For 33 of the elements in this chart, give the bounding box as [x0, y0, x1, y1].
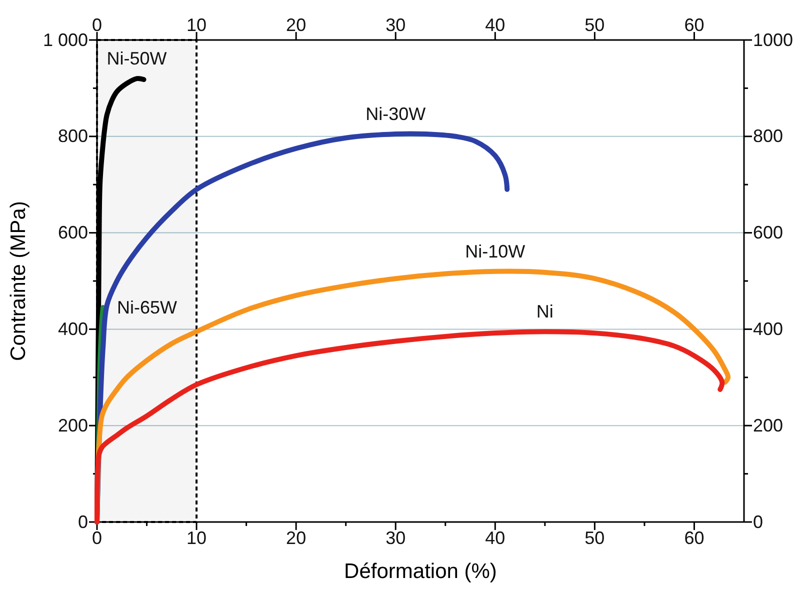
x-tick-label: 10: [186, 15, 207, 35]
series-label: Ni-30W: [366, 104, 426, 124]
x-tick-label: 40: [485, 15, 506, 35]
series-label: Ni-50W: [106, 48, 167, 69]
x2-tick-label: 10: [186, 528, 207, 548]
x2-tick-label: 20: [286, 528, 306, 548]
y-tick-label: 0: [78, 512, 88, 532]
x-tick-label: 30: [386, 15, 406, 35]
y2-tick-label: 800: [753, 126, 784, 146]
y-tick-label: 400: [58, 318, 88, 339]
x2-tick-label: 60: [684, 528, 704, 548]
y-tick-label: 600: [58, 222, 88, 243]
y2-tick-label: 0: [753, 512, 764, 532]
y-axis-title: Contrainte (MPa): [7, 201, 30, 361]
y-tick-label: 800: [58, 126, 88, 146]
series-label: Ni-10W: [465, 241, 526, 262]
y-tick-label: 200: [58, 415, 88, 436]
x-tick-label: 20: [286, 15, 306, 35]
x2-tick-label: 30: [386, 528, 406, 548]
y2-tick-label: 1000: [753, 30, 794, 50]
y2-tick-label: 200: [753, 415, 784, 436]
x-tick-label: 60: [684, 15, 704, 35]
x2-tick-label: 0: [92, 528, 102, 548]
series-label: Ni-65W: [116, 298, 177, 318]
x-axis-title: Déformation (%): [344, 560, 497, 583]
y2-tick-label: 600: [753, 222, 784, 243]
series-label: Ni: [536, 302, 554, 322]
y2-tick-label: 400: [753, 318, 784, 339]
x-tick-label: 50: [584, 15, 605, 35]
x2-tick-label: 50: [584, 528, 605, 548]
y-tick-label: 1 000: [42, 30, 88, 50]
x-tick-label: 0: [92, 15, 102, 35]
x2-tick-label: 40: [485, 528, 506, 548]
